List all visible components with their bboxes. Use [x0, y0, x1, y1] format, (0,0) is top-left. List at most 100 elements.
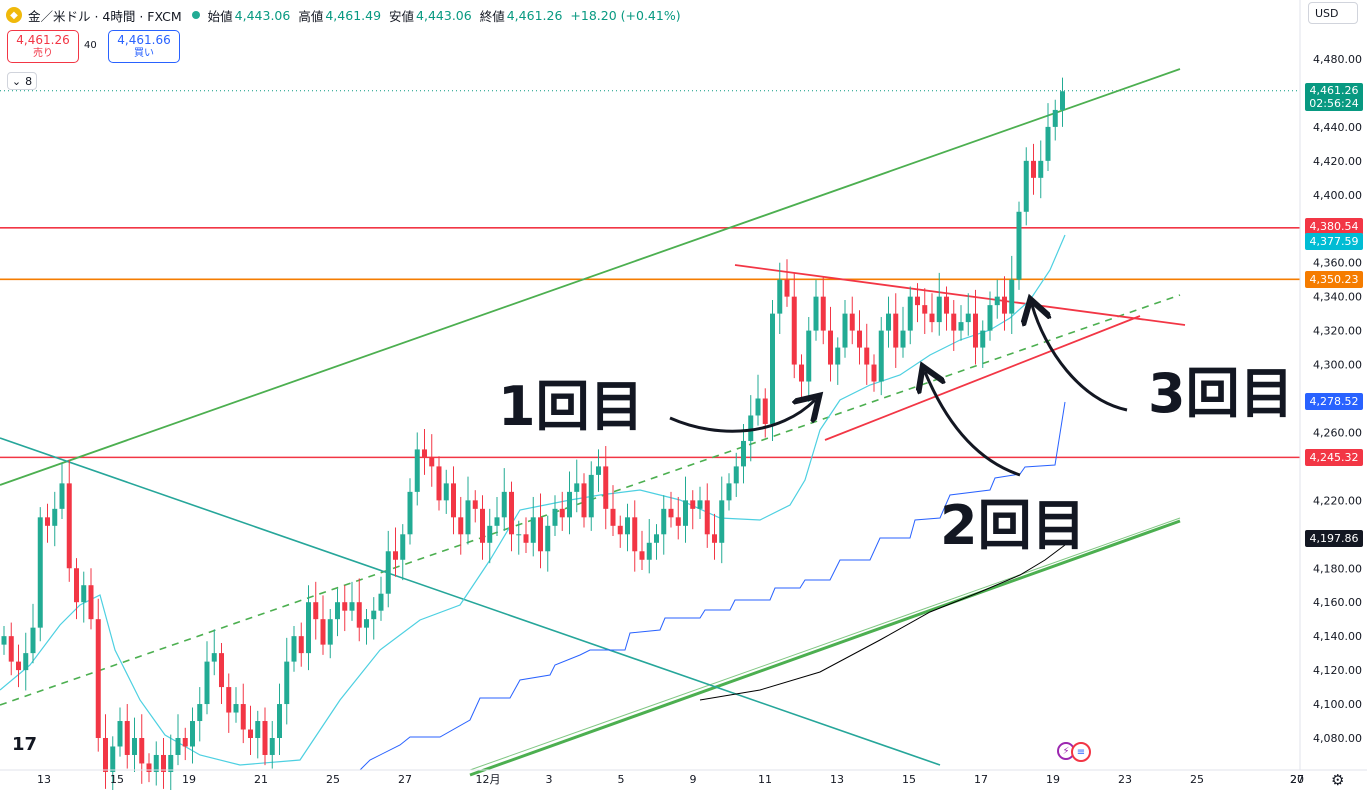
candle-body — [639, 551, 645, 560]
candle-body — [813, 296, 819, 331]
candle-body — [1002, 296, 1007, 314]
market-open-icon — [191, 11, 200, 19]
low-label: 安値 — [389, 8, 415, 24]
us-flag-icon[interactable]: ≡ — [1071, 742, 1091, 762]
candle-body — [197, 704, 203, 722]
price-axis-label: 4,140.00 — [1313, 630, 1362, 643]
time-axis-label: 21 — [254, 773, 268, 786]
candle-body — [581, 483, 587, 518]
time-axis-label: 25 — [326, 773, 340, 786]
candle-body — [1023, 160, 1029, 212]
candle-body — [139, 738, 145, 764]
arrow-third — [1032, 305, 1128, 412]
ma-slow-line — [699, 544, 1066, 701]
candle-body — [291, 636, 297, 662]
indicators-toggle-button[interactable]: ⌄ 8 — [7, 72, 37, 90]
candle-body — [458, 517, 464, 535]
candle-body — [161, 754, 166, 772]
candle-body — [262, 721, 268, 755]
candle-body — [552, 508, 558, 526]
candle-body — [625, 517, 630, 535]
spread-value: 40 — [84, 40, 97, 51]
chevron-down-icon: ⌄ — [11, 74, 22, 88]
buy-button[interactable]: 4,461.66 買い — [108, 30, 180, 63]
candle-body — [922, 305, 928, 314]
gear-icon[interactable]: ⚙ — [1331, 771, 1345, 789]
candle-body — [400, 534, 406, 560]
candle-body — [66, 483, 72, 569]
candle-body — [269, 738, 275, 755]
time-axis-label: 17 — [974, 773, 988, 786]
candle-body — [132, 738, 137, 755]
triangle-lower-line — [824, 315, 1141, 441]
candle-body — [204, 661, 210, 705]
candle-body — [1009, 279, 1015, 314]
sell-price: 4,461.26 — [16, 33, 70, 47]
candle-body — [364, 619, 369, 628]
candle-body — [1060, 91, 1065, 110]
candle-body — [422, 449, 427, 458]
candle-body — [509, 491, 514, 535]
price-tag-value: 4,461.26 — [1309, 83, 1359, 97]
price-axis-label: 4,100.00 — [1313, 698, 1362, 711]
candle-body — [45, 517, 50, 526]
candle-body — [530, 517, 536, 543]
tradingview-logo-icon[interactable]: 17 — [12, 734, 38, 755]
time-axis-label: 19 — [182, 773, 196, 786]
candle-body — [1052, 109, 1058, 127]
change-value: +18.20 (+0.41%) — [570, 7, 681, 23]
time-axis-label: 11 — [758, 773, 772, 786]
candle-body — [190, 721, 195, 747]
candle-body — [864, 347, 870, 365]
candle-body — [1031, 160, 1036, 178]
candle-body — [487, 525, 493, 543]
price-axis-label: 4,340.00 — [1313, 291, 1362, 304]
candle-body — [770, 313, 775, 424]
time-axis-label: 5 — [618, 773, 625, 786]
price-axis-label: 4,180.00 — [1313, 562, 1362, 575]
candle-body — [8, 636, 14, 662]
candle-body — [393, 551, 398, 560]
candle-body — [233, 704, 239, 713]
candle-body — [617, 525, 623, 535]
candle-body — [994, 296, 1000, 306]
candle-body — [472, 500, 478, 509]
currency-selector[interactable]: USD — [1308, 2, 1358, 24]
price-tag-value: 4,245.32 — [1309, 451, 1359, 465]
candle-body — [182, 738, 188, 747]
economic-events[interactable]: ⚡ ≡ — [1057, 742, 1091, 762]
price-tag: 4,461.26 02:56:24 — [1305, 82, 1363, 111]
time-axis-label: 15 — [902, 773, 916, 786]
candle-body — [320, 619, 326, 645]
candle-body — [378, 593, 384, 611]
candle-body — [52, 508, 58, 526]
candle-body — [1038, 160, 1044, 178]
candle-body — [675, 517, 681, 526]
candle-body — [719, 500, 725, 543]
low-value: 4,443.06 — [416, 7, 472, 23]
open-label: 始値 — [207, 8, 233, 24]
candle-body — [327, 619, 333, 645]
candle-body — [683, 500, 688, 526]
candle-body — [610, 508, 616, 526]
candle-body — [567, 491, 572, 518]
price-axis-label: 4,300.00 — [1313, 359, 1362, 372]
symbol-header[interactable]: ◆ 金／米ドル · 4時間 · FXCM 始値 4,443.06 高値 4,46… — [6, 5, 689, 25]
price-tag-value: 4,350.23 — [1309, 273, 1359, 287]
candle-body — [806, 330, 812, 382]
candle-body — [654, 534, 659, 543]
candle-body — [603, 466, 609, 509]
candle-body — [451, 483, 456, 518]
triangle-upper-line — [734, 264, 1186, 326]
channel-lower-line — [469, 519, 1181, 777]
descending-trend-line — [0, 437, 941, 766]
candle-body — [313, 602, 319, 620]
symbol-title[interactable]: 金／米ドル · 4時間 · FXCM — [28, 8, 182, 24]
sell-button[interactable]: 4,461.26 売り — [7, 30, 79, 63]
price-tag-value: 4,197.86 — [1309, 531, 1359, 545]
indicator-count: 8 — [25, 74, 33, 88]
high-value: 4,461.49 — [325, 7, 382, 23]
candle-body — [828, 330, 833, 365]
price-tag: 4,197.86 — [1305, 529, 1363, 547]
